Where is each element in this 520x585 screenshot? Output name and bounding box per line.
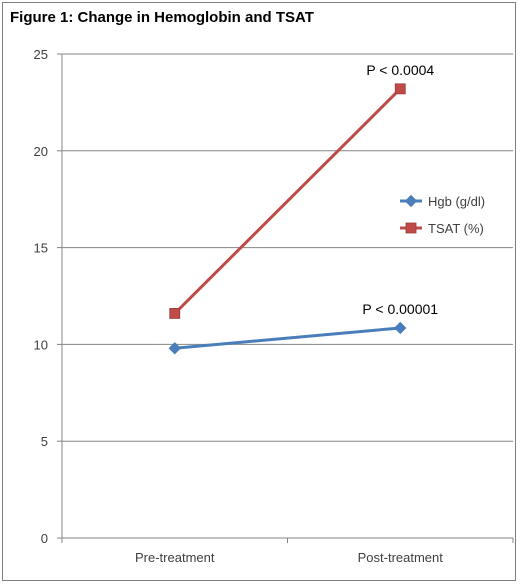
y-tick-label: 25 bbox=[34, 47, 48, 62]
data-point-square bbox=[405, 222, 417, 234]
y-tick-label: 10 bbox=[34, 337, 48, 352]
data-point-square bbox=[169, 308, 181, 319]
data-point-diamond bbox=[394, 321, 407, 335]
figure-title: Figure 1: Change in Hemoglobin and TSAT bbox=[10, 9, 314, 26]
series-layer: P < 0.00001 P < 0.0004 bbox=[168, 62, 438, 355]
data-point-diamond bbox=[404, 194, 418, 208]
gridlines bbox=[62, 53, 513, 442]
y-tick-label: 15 bbox=[34, 241, 48, 256]
y-tick-label: 0 bbox=[41, 531, 48, 546]
p-value-annotation: P < 0.0004 bbox=[366, 62, 434, 78]
data-point-square bbox=[394, 83, 406, 95]
y-tick-label: 5 bbox=[41, 434, 48, 449]
data-point-diamond bbox=[168, 342, 181, 355]
figure-frame: Figure 1: Change in Hemoglobin and TSAT bbox=[2, 2, 516, 581]
series-line-0 bbox=[174, 326, 401, 350]
p-value-annotation: P < 0.00001 bbox=[362, 301, 438, 317]
x-tick-label: Pre-treatment bbox=[135, 550, 215, 565]
axes: 0 5 10 15 20 25 Pre-treatment Post-treatment bbox=[34, 47, 514, 565]
legend-label: Hgb (g/dl) bbox=[428, 194, 485, 209]
x-tick-label: Post-treatment bbox=[358, 550, 444, 565]
legend: Hgb (g/dl) TSAT (%) bbox=[400, 194, 485, 236]
series-line-1 bbox=[173, 87, 402, 315]
legend-label: TSAT (%) bbox=[428, 221, 484, 236]
y-tick-label: 20 bbox=[34, 144, 48, 159]
